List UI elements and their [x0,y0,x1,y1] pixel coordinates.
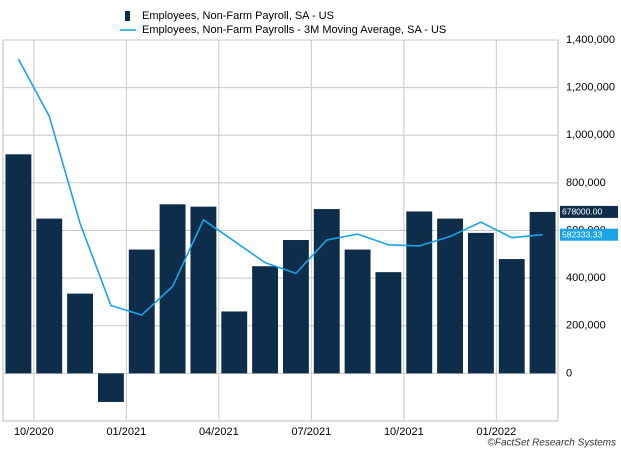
value-label: 678000.00 [562,207,602,217]
bar [128,249,155,374]
bar [282,240,309,374]
y-tick-label: 1,400,000 [566,34,615,46]
source: ©FactSet Research Systems [487,438,616,449]
x-tick-label: 10/2020 [14,426,54,438]
bar [313,209,340,374]
value-label: 582333.33 [562,229,602,239]
value-tag [560,228,618,241]
legend-label: Employees, Non-Farm Payroll, SA - US [142,10,334,22]
y-tick-label: 0 [566,367,572,379]
bar [437,218,464,374]
bar [344,249,371,374]
y-tick-label: 1,000,000 [566,129,615,141]
value-tag [560,205,618,218]
legend-swatch [125,11,130,21]
bar [375,272,402,374]
bar [5,154,32,374]
bar [467,232,494,374]
y-tick-label: 400,000 [566,272,606,284]
x-tick-label: 07/2021 [291,426,331,438]
bar [159,204,186,374]
bar [252,266,279,374]
bar [529,211,556,374]
y-tick-label: 800,000 [566,177,606,189]
bar [67,293,94,374]
bar [190,206,217,374]
y-tick-label: 200,000 [566,320,606,332]
line [17,58,543,316]
x-tick-label: 01/2021 [106,426,146,438]
legend-label: Employees, Non-Farm Payrolls - 3M Moving… [142,24,446,36]
x-tick-label: 01/2022 [476,426,516,438]
x-tick-label: 10/2021 [384,426,424,438]
x-tick-label: 04/2021 [199,426,239,438]
bar [498,259,525,374]
bar [406,211,433,374]
bar [97,373,124,402]
y-tick-label: 1,200,000 [566,82,615,94]
bar [36,218,63,374]
bar [221,311,248,374]
